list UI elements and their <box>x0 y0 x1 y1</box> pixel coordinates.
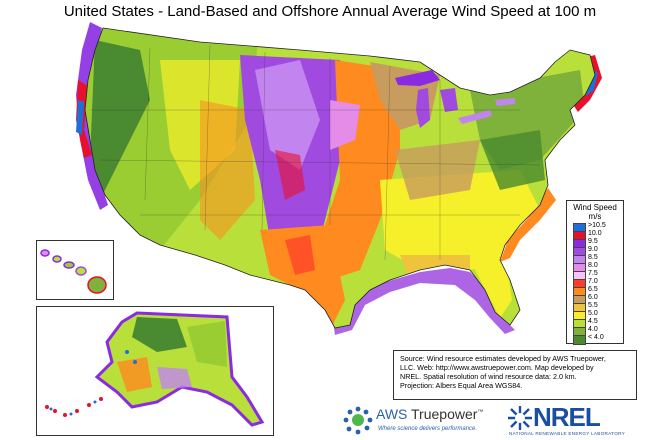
legend-label: >10.5 <box>588 222 606 229</box>
source-line-2: LLC. Web: http://www.awstruepower.com. M… <box>400 363 594 372</box>
nrel-sun-icon <box>508 406 532 430</box>
legend-label: 9.5 <box>588 238 598 245</box>
legend-label: 5.5 <box>588 302 598 309</box>
hawaii-inset <box>36 240 114 300</box>
region-texas-red <box>285 235 315 275</box>
region-rockies-orange <box>200 100 255 240</box>
region-plains-red <box>275 150 305 200</box>
region-plains-violet <box>255 60 320 170</box>
legend-label: 7.5 <box>588 270 598 277</box>
source-line-1: Source: Wind resource estimates develope… <box>400 354 606 363</box>
alaska-coastal-islands <box>49 350 137 416</box>
legend-unit: m/s <box>588 212 602 221</box>
contiguous-us-land <box>85 28 595 328</box>
aws-tagline: Where science delivers performance. <box>378 426 478 432</box>
region-appalachia-green <box>480 130 545 190</box>
aws-sun-icon <box>343 406 373 435</box>
legend-label: 4.5 <box>588 318 598 325</box>
legend-label: 7.0 <box>588 278 598 285</box>
alaska-inset <box>36 306 274 436</box>
offshore-band-atlantic <box>500 188 556 262</box>
nrel-name: NREL <box>533 402 601 432</box>
region-southeast-tan <box>395 140 480 200</box>
legend-label: 8.5 <box>588 254 598 261</box>
offshore-band-gulf <box>330 268 515 335</box>
legend-item: < 4.0 <box>573 334 621 345</box>
nrel-subtitle: NATIONAL RENEWABLE ENERGY LABORATORY <box>509 431 625 436</box>
source-line-4: Projection: Albers Equal Area WGS84. <box>400 381 523 390</box>
region-florida-yellow <box>470 255 512 318</box>
legend-label: 5.0 <box>588 310 598 317</box>
source-note: Source: Wind resource estimates develope… <box>393 350 637 400</box>
aws-truepower-logo: AWS Truepower™ Where science delivers pe… <box>340 404 510 438</box>
offshore-band-west <box>76 22 108 210</box>
hawaii-islands <box>40 249 107 294</box>
legend-label: 6.0 <box>588 294 598 301</box>
aleutian-islands <box>45 397 103 417</box>
legend-label: 6.5 <box>588 286 598 293</box>
alaska-map <box>45 311 265 427</box>
wind-speed-legend: Wind Speed m/s >10.5 10.0 9.5 9.0 8.5 8.0 7.5 7… <box>566 200 624 345</box>
lake-huron <box>440 88 458 112</box>
us-outline <box>84 27 596 329</box>
lake-michigan <box>416 88 430 128</box>
map-title: United States - Land-Based and Offshore … <box>63 3 597 20</box>
offshore-band-west-red <box>76 80 92 158</box>
offshore-band-west-blue <box>76 100 84 135</box>
aws-name: AWS Truepower™ <box>376 406 484 422</box>
lake-erie <box>458 110 492 124</box>
legend-label: 4.0 <box>588 326 598 333</box>
legend-title: Wind Speed <box>573 203 617 212</box>
region-midwest-magenta <box>330 100 360 150</box>
legend-label: 10.0 <box>588 230 602 237</box>
nrel-logo: NREL NATIONAL RENEWABLE ENERGY LABORATOR… <box>505 402 635 438</box>
legend-swatch <box>573 335 586 345</box>
legend-label: < 4.0 <box>588 334 604 341</box>
source-line-3: NREL. Spatial resolution of wind resourc… <box>400 372 577 381</box>
lake-ontario <box>495 98 515 106</box>
state-borders <box>90 44 541 261</box>
legend-label: 8.0 <box>588 262 598 269</box>
lake-superior <box>395 70 440 86</box>
region-texas <box>260 225 345 328</box>
legend-label: 9.0 <box>588 246 598 253</box>
